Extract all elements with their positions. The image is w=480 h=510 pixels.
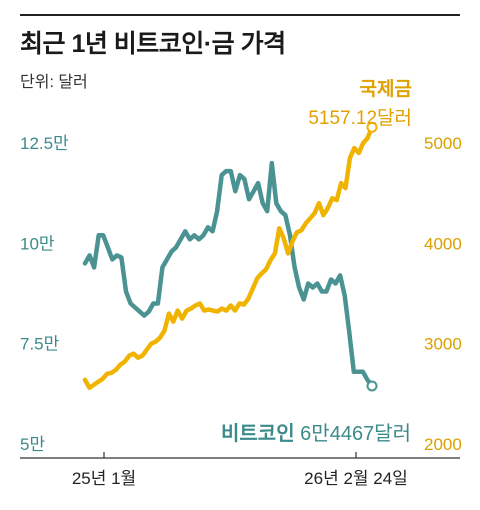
bitcoin-end-point bbox=[366, 380, 378, 392]
series-lines bbox=[82, 121, 378, 392]
x-axis: 25년 1월 26년 2월 24일 bbox=[20, 452, 460, 488]
right-tick-label: 2000 bbox=[424, 435, 462, 454]
unit-label: 단위: 달러 bbox=[20, 74, 88, 91]
right-tick-label: 4000 bbox=[424, 234, 462, 253]
gold-end-point bbox=[366, 121, 378, 133]
x-tick-label: 26년 2월 24일 bbox=[304, 469, 408, 488]
left-tick-label: 10만 bbox=[20, 234, 55, 253]
left-tick-label: 7.5만 bbox=[20, 335, 60, 354]
bitcoin-label: 비트코인 6만4467달러 bbox=[221, 422, 411, 445]
bitcoin-end-value: 6만4467달러 bbox=[300, 422, 411, 445]
bitcoin-series-name: 비트코인 bbox=[221, 422, 300, 445]
chart-title: 최근 1년 비트코인·금 가격 bbox=[20, 30, 286, 58]
gold-series-name: 국제금 bbox=[360, 78, 412, 100]
gold-end-value: 5157.12달러 bbox=[308, 107, 412, 129]
left-tick-label: 5만 bbox=[20, 435, 45, 454]
x-tick-label: 25년 1월 bbox=[72, 469, 136, 488]
left-axis-ticks: 12.5만 10만 7.5만 5만 bbox=[20, 134, 69, 454]
left-tick-label: 12.5만 bbox=[20, 134, 69, 153]
bitcoin-line bbox=[82, 160, 375, 389]
top-rule bbox=[20, 14, 460, 16]
gold-line bbox=[82, 124, 375, 391]
right-tick-label: 3000 bbox=[424, 335, 462, 354]
right-tick-label: 5000 bbox=[424, 134, 462, 153]
right-axis-ticks: 5000 4000 3000 2000 bbox=[424, 134, 462, 454]
